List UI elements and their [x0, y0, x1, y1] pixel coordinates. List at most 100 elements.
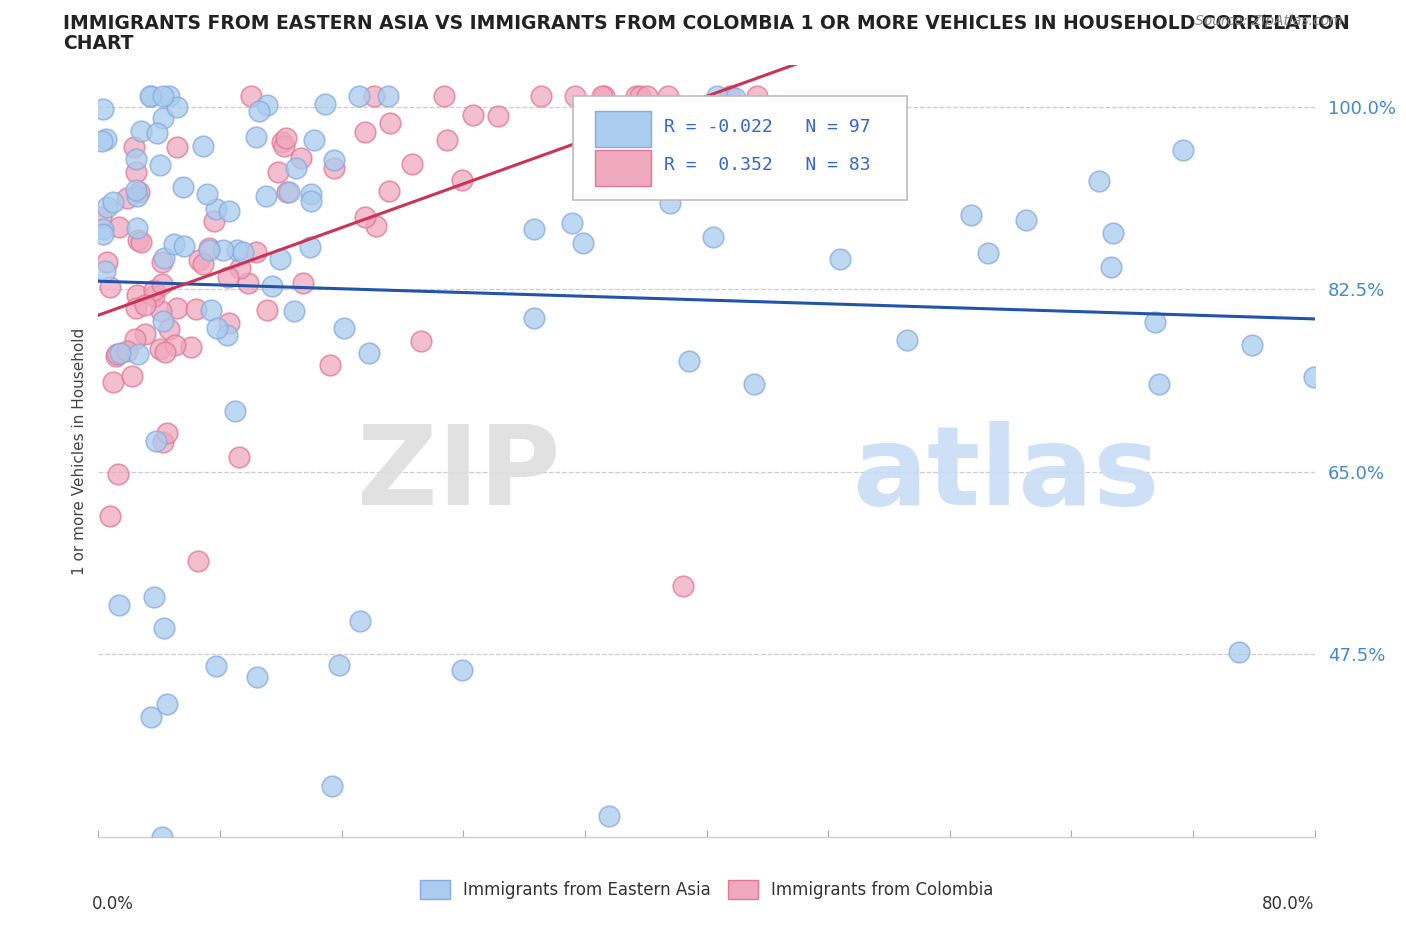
- Point: [94, 131, 117, 146]
- Point: [380, 116, 402, 131]
- Point: [1240, 338, 1263, 352]
- Point: [328, 658, 350, 672]
- Point: [292, 275, 315, 290]
- Point: [228, 450, 250, 465]
- Point: [143, 283, 166, 298]
- Point: [530, 89, 553, 104]
- Point: [278, 185, 301, 200]
- Point: [314, 97, 336, 112]
- Point: [91, 226, 114, 241]
- Point: [172, 179, 194, 194]
- Point: [706, 89, 728, 104]
- Point: [195, 186, 218, 201]
- Point: [156, 426, 179, 441]
- Point: [129, 235, 152, 250]
- Point: [101, 375, 124, 390]
- Point: [1171, 142, 1194, 157]
- Point: [433, 89, 456, 104]
- Point: [828, 251, 851, 266]
- Point: [299, 187, 322, 202]
- Legend: Immigrants from Eastern Asia, Immigrants from Colombia: Immigrants from Eastern Asia, Immigrants…: [413, 873, 1000, 906]
- Point: [1144, 314, 1167, 329]
- Point: [187, 253, 209, 268]
- Point: [238, 275, 260, 290]
- Point: [960, 207, 983, 222]
- Point: [149, 303, 172, 318]
- Point: [153, 250, 176, 265]
- Point: [205, 202, 228, 217]
- Point: [127, 346, 149, 361]
- Point: [207, 321, 229, 336]
- Text: atlas: atlas: [852, 420, 1160, 527]
- Point: [245, 129, 267, 144]
- Point: [451, 172, 474, 187]
- Point: [270, 135, 292, 150]
- Point: [127, 232, 149, 247]
- Point: [591, 89, 613, 104]
- Point: [218, 204, 240, 219]
- Point: [523, 221, 546, 236]
- Y-axis label: 1 or more Vehicles in Household: 1 or more Vehicles in Household: [72, 327, 87, 575]
- Point: [187, 553, 209, 568]
- Point: [239, 89, 262, 104]
- Point: [125, 300, 148, 315]
- Point: [488, 108, 510, 123]
- Point: [108, 219, 131, 234]
- Point: [401, 156, 423, 171]
- Point: [274, 130, 297, 145]
- Point: [98, 280, 121, 295]
- Point: [152, 111, 174, 126]
- Point: [461, 108, 484, 123]
- Point: [319, 357, 342, 372]
- Point: [702, 229, 724, 244]
- Point: [117, 343, 139, 358]
- Point: [125, 165, 148, 179]
- Point: [150, 277, 173, 292]
- Point: [125, 220, 148, 235]
- Point: [678, 353, 700, 368]
- Point: [153, 620, 176, 635]
- Point: [742, 377, 765, 392]
- Text: ZIP: ZIP: [357, 420, 561, 527]
- Point: [247, 104, 270, 119]
- Point: [156, 697, 179, 711]
- Point: [564, 89, 586, 104]
- Point: [229, 260, 252, 275]
- Point: [977, 246, 1000, 260]
- Point: [349, 614, 371, 629]
- Point: [284, 160, 307, 175]
- Point: [200, 302, 222, 317]
- Point: [366, 219, 388, 233]
- Point: [724, 90, 747, 105]
- Point: [1088, 174, 1111, 189]
- Point: [409, 333, 432, 348]
- Point: [205, 658, 228, 673]
- Point: [145, 126, 167, 140]
- Point: [162, 236, 184, 251]
- Point: [276, 185, 298, 200]
- Point: [323, 153, 346, 167]
- Point: [299, 194, 322, 209]
- Point: [561, 215, 583, 230]
- Point: [523, 311, 546, 325]
- Point: [166, 300, 188, 315]
- Point: [671, 578, 693, 593]
- Point: [91, 222, 114, 237]
- Text: R = -0.022   N = 97: R = -0.022 N = 97: [664, 118, 870, 136]
- Point: [139, 710, 162, 724]
- FancyBboxPatch shape: [572, 96, 907, 200]
- Text: Source: ZipAtlas.com: Source: ZipAtlas.com: [1195, 14, 1343, 28]
- Text: 80.0%: 80.0%: [1263, 895, 1315, 912]
- Point: [198, 240, 221, 255]
- Point: [125, 152, 148, 166]
- Point: [593, 89, 616, 104]
- Point: [333, 321, 356, 336]
- Point: [747, 89, 769, 104]
- Point: [273, 139, 295, 153]
- Point: [298, 239, 321, 254]
- Point: [572, 235, 595, 250]
- Point: [191, 139, 214, 153]
- Point: [354, 210, 377, 225]
- Point: [217, 270, 239, 285]
- Point: [152, 89, 174, 104]
